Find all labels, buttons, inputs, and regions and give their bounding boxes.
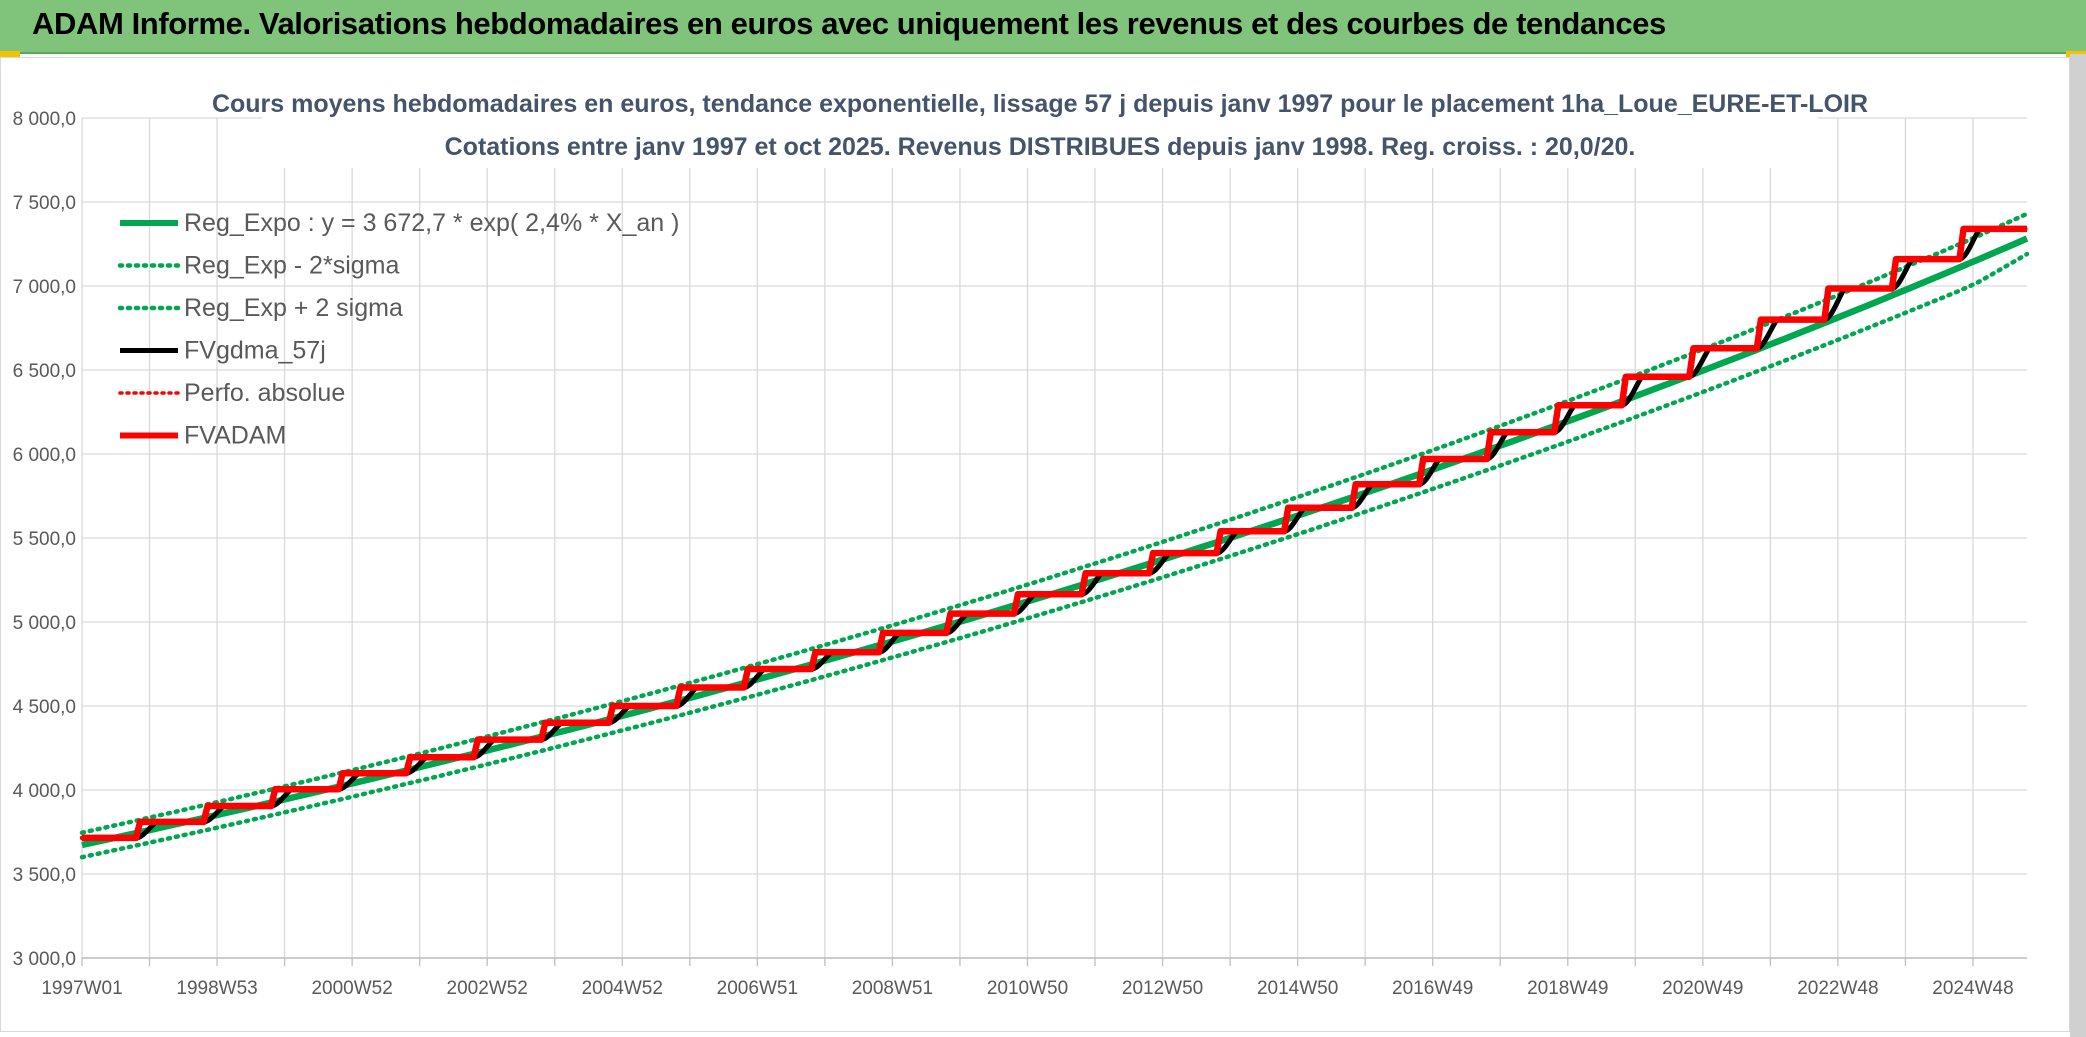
series-reg-exp-plus-2sigma xyxy=(79,211,2030,835)
x-tick-label: 2022W48 xyxy=(1797,978,1878,999)
legend-label: Reg_Exp - 2*sigma xyxy=(184,252,399,280)
x-tick-label: 2014W50 xyxy=(1257,978,1338,999)
legend-item-perfo: Perfo. absolue xyxy=(118,379,345,407)
y-tick-label: 5 000,0 xyxy=(13,613,76,634)
x-tick-label: 2004W52 xyxy=(582,978,663,999)
x-tick-label: 2018W49 xyxy=(1527,978,1608,999)
x-tick-label: 1997W01 xyxy=(41,978,122,999)
y-tick-label: 6 000,0 xyxy=(13,445,76,466)
y-tick-label: 6 500,0 xyxy=(13,361,76,382)
series-layer xyxy=(79,211,2030,860)
legend-item-fvadam: FVADAM xyxy=(120,422,286,450)
y-tick-label: 7 000,0 xyxy=(13,277,76,298)
y-tick-label: 7 500,0 xyxy=(13,193,76,214)
series-reg-expo xyxy=(81,235,2029,849)
x-tick-label: 2002W52 xyxy=(447,978,528,999)
x-tick-label: 2024W48 xyxy=(1932,978,2013,999)
x-tick-label: 2020W49 xyxy=(1662,978,1743,999)
y-tick-label: 4 000,0 xyxy=(13,781,76,802)
y-tick-label: 4 500,0 xyxy=(13,697,76,718)
legend-label: Reg_Exp + 2 sigma xyxy=(184,294,403,322)
legend-label: Reg_Expo : y = 3 672,7 * exp( 2,4% * X_a… xyxy=(184,209,679,237)
x-tick-label: 2010W50 xyxy=(987,978,1068,999)
y-tick-label: 3 000,0 xyxy=(13,949,76,970)
x-tick-label: 2008W51 xyxy=(852,978,933,999)
chart-frame xyxy=(0,57,2070,1032)
y-tick-label: 3 500,0 xyxy=(13,865,76,886)
corner-mark-left xyxy=(0,51,20,57)
legend: Reg_Expo : y = 3 672,7 * exp( 2,4% * X_a… xyxy=(117,209,679,450)
legend-item-fvgdma: FVgdma_57j xyxy=(120,337,326,365)
axis-layer: 3 000,0 3 500,0 4 000,0 4 500,0 5 000,0 5 500… xyxy=(13,109,2027,999)
x-tick-label: 2012W50 xyxy=(1122,978,1203,999)
title-background xyxy=(262,86,1818,168)
legend-item-reg-expo: Reg_Expo : y = 3 672,7 * exp( 2,4% * X_a… xyxy=(120,209,679,237)
x-tick-label: 1998W53 xyxy=(176,978,257,999)
legend-label: Perfo. absolue xyxy=(184,379,345,407)
series-fvadam xyxy=(82,225,2027,842)
banner: ADAM Informe. Valorisations hebdomadaire… xyxy=(0,0,2086,54)
series-reg-exp-minus-2sigma xyxy=(79,251,2030,860)
x-tick-label: 2006W51 xyxy=(717,978,798,999)
title-layer: Cours moyens hebdomadaires en euros, ten… xyxy=(212,86,1868,168)
grid-layer xyxy=(81,117,2027,959)
y-tick-label: 8 000,0 xyxy=(13,109,76,130)
banner-title: ADAM Informe. Valorisations hebdomadaire… xyxy=(32,6,1666,41)
legend-label: FVgdma_57j xyxy=(184,337,326,365)
x-tick-label: 2000W52 xyxy=(311,978,392,999)
chart-title: Cours moyens hebdomadaires en euros, ten… xyxy=(212,90,1868,118)
legend-label: FVADAM xyxy=(184,422,286,450)
y-tick-label: 5 500,0 xyxy=(13,529,76,550)
legend-item-reg-exp-plus: Reg_Exp + 2 sigma xyxy=(117,294,403,322)
legend-item-reg-exp-minus: Reg_Exp - 2*sigma xyxy=(117,252,399,280)
window-edge xyxy=(2070,54,2086,1037)
chart-subtitle: Cotations entre janv 1997 et oct 2025. R… xyxy=(445,133,1636,161)
x-tick-label: 2016W49 xyxy=(1392,978,1473,999)
